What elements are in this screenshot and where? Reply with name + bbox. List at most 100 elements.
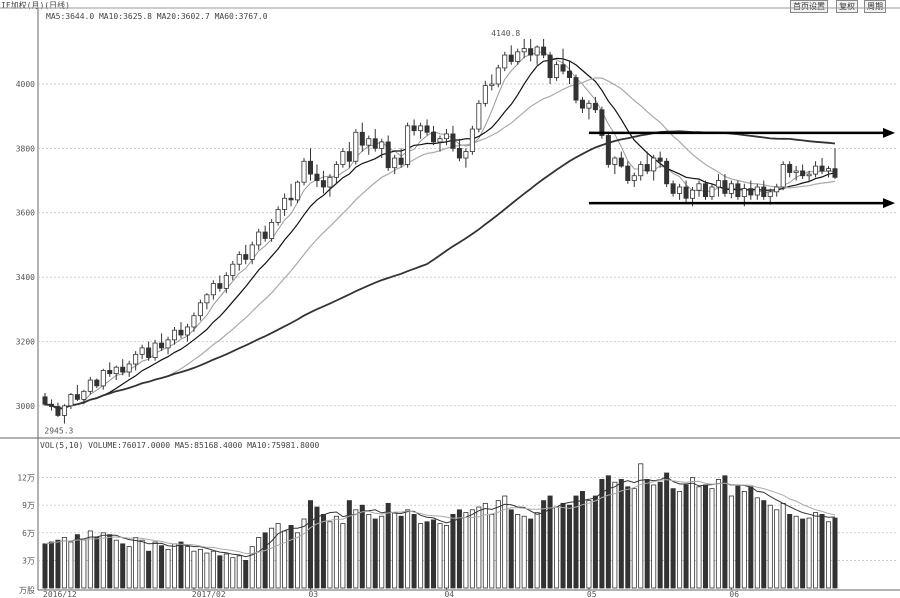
- volume-bar: [547, 495, 553, 589]
- candle-body: [664, 160, 670, 185]
- high-label: 4140.8: [491, 29, 520, 38]
- volume-bar: [651, 484, 657, 589]
- volume-bar: [618, 479, 624, 589]
- volume-bar: [236, 555, 242, 589]
- volume-bar: [819, 514, 825, 589]
- candle-body: [541, 46, 547, 56]
- candle-body: [301, 160, 307, 183]
- candle: [372, 129, 378, 152]
- candle: [431, 125, 437, 146]
- volume-bar: [262, 532, 268, 589]
- candle-body: [379, 141, 385, 149]
- candle: [651, 154, 657, 181]
- candle-body: [411, 125, 417, 132]
- volume-bar: [456, 509, 462, 589]
- date-tick-label: 2016/12: [43, 590, 77, 598]
- period-button[interactable]: 周期: [864, 0, 886, 13]
- candle: [184, 323, 190, 342]
- candle: [482, 80, 488, 107]
- volume-bar: [204, 552, 210, 589]
- candle-body: [521, 48, 527, 53]
- volume-bar: [359, 504, 365, 589]
- volume-bar: [813, 512, 819, 589]
- candle: [508, 45, 514, 65]
- date-tick-label: 05: [587, 590, 597, 598]
- home-settings-button[interactable]: 首页设置: [790, 0, 828, 13]
- candle-body: [787, 164, 793, 173]
- candle: [554, 61, 560, 81]
- candle: [340, 148, 346, 168]
- candle: [560, 48, 566, 75]
- candle-body: [217, 283, 223, 289]
- candle: [146, 341, 152, 361]
- candle-body: [560, 64, 566, 72]
- candle: [612, 156, 618, 175]
- volume-bar: [411, 514, 417, 589]
- volume-bar: [774, 509, 780, 589]
- price-tick-label: 4000: [16, 80, 35, 89]
- candle: [307, 148, 313, 181]
- candle-body: [249, 244, 255, 260]
- candle-body: [702, 183, 708, 198]
- volume-bar: [210, 550, 216, 589]
- volume-bar: [826, 521, 832, 589]
- candle-body: [463, 151, 469, 159]
- volume-bar: [68, 541, 74, 589]
- volume-bar: [806, 517, 812, 589]
- candle: [657, 151, 663, 168]
- candle: [806, 170, 812, 183]
- candle: [165, 336, 171, 355]
- volume-bar: [469, 509, 475, 589]
- candle-body: [55, 406, 61, 416]
- volume-bar: [644, 479, 650, 589]
- adjust-button[interactable]: 复权: [836, 0, 858, 13]
- candle: [301, 158, 307, 186]
- volume-bar: [223, 553, 229, 589]
- candle: [476, 100, 482, 133]
- candle-body: [715, 180, 721, 188]
- candle-body: [282, 197, 288, 210]
- volume-bar: [379, 515, 385, 589]
- candle-body: [443, 133, 449, 140]
- volume-bar: [74, 534, 80, 589]
- volume-bar: [722, 475, 728, 589]
- price-tick-label: 3000: [16, 402, 35, 411]
- candle: [256, 228, 262, 250]
- volume-bar: [573, 495, 579, 589]
- volume-bar: [592, 495, 598, 589]
- candle: [826, 166, 832, 178]
- volume-bar: [353, 509, 359, 589]
- candle-body: [670, 183, 676, 194]
- candle: [631, 172, 637, 187]
- candle: [139, 344, 145, 360]
- candle: [463, 148, 469, 168]
- candle-body: [48, 403, 54, 407]
- candle: [819, 158, 825, 175]
- candle: [107, 362, 113, 377]
- candle-body: [74, 394, 80, 400]
- volume-bar: [48, 541, 54, 589]
- candle-body: [295, 181, 301, 201]
- volume-bar: [100, 532, 106, 589]
- candle-body: [677, 186, 683, 194]
- volume-bar: [638, 463, 644, 589]
- candle: [670, 180, 676, 197]
- volume-bar: [443, 525, 449, 589]
- candle: [366, 135, 372, 155]
- volume-bar: [107, 534, 113, 589]
- candle-body: [826, 168, 832, 172]
- candle-body: [819, 165, 825, 172]
- volume-bar: [269, 527, 275, 589]
- candle: [618, 151, 624, 168]
- candle-body: [146, 347, 152, 358]
- upper-range-arrow: [588, 127, 895, 138]
- volume-bar: [152, 541, 158, 589]
- chart-title: IF加权(月)(日线): [1, 1, 70, 10]
- candle-body: [81, 390, 87, 400]
- candle: [353, 129, 359, 165]
- candle-body: [508, 54, 514, 62]
- candle: [579, 96, 585, 113]
- candle-body: [340, 151, 346, 165]
- volume-bar: [61, 537, 67, 589]
- volume-bar: [560, 502, 566, 589]
